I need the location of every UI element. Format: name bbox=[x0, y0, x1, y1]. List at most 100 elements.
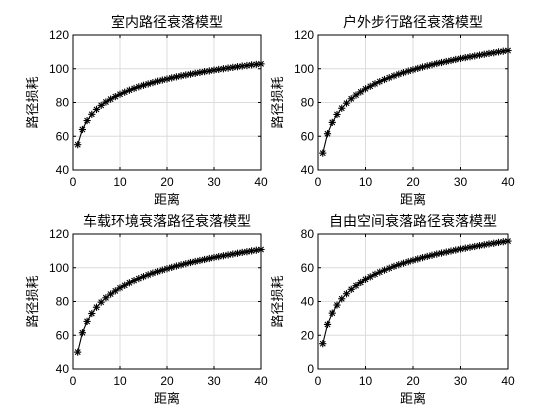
marker-stroke bbox=[471, 243, 478, 250]
marker-stroke bbox=[357, 279, 364, 286]
data-point bbox=[437, 58, 446, 67]
y-tick-label: 80 bbox=[301, 227, 315, 241]
data-point bbox=[233, 249, 242, 257]
y-tick-label: 60 bbox=[56, 328, 70, 342]
x-tick-label: 0 bbox=[315, 374, 322, 388]
marker-stroke bbox=[452, 56, 459, 63]
marker-stroke bbox=[362, 85, 369, 92]
data-point bbox=[158, 76, 166, 84]
y-tick-label: 40 bbox=[301, 163, 315, 177]
marker-stroke bbox=[220, 252, 227, 259]
marker-stroke bbox=[192, 70, 199, 77]
x-tick-label: 0 bbox=[315, 175, 322, 189]
marker-stroke bbox=[225, 65, 232, 72]
data-point bbox=[328, 118, 336, 127]
data-point bbox=[323, 130, 332, 138]
data-point bbox=[154, 77, 162, 85]
x-tick-label: 20 bbox=[160, 175, 174, 189]
marker-stroke bbox=[486, 240, 492, 247]
data-point bbox=[229, 63, 237, 71]
data-point bbox=[452, 55, 460, 64]
axes-frame bbox=[317, 233, 509, 370]
data-point bbox=[475, 242, 484, 250]
marker-stroke bbox=[353, 92, 359, 99]
data-point bbox=[201, 68, 209, 76]
x-tick-label: 40 bbox=[254, 175, 268, 189]
data-point bbox=[196, 68, 204, 77]
data-point bbox=[248, 247, 256, 255]
marker-stroke bbox=[357, 88, 364, 95]
data-point bbox=[78, 125, 86, 134]
marker-stroke bbox=[319, 150, 326, 157]
x-tick-label: 20 bbox=[160, 374, 174, 388]
x-tick-label: 0 bbox=[70, 374, 77, 388]
marker-stroke bbox=[324, 130, 331, 137]
x-tick-label: 20 bbox=[406, 374, 420, 388]
data-point bbox=[177, 261, 185, 269]
data-point bbox=[215, 253, 223, 261]
data-point bbox=[452, 246, 460, 254]
marker-stroke bbox=[367, 273, 374, 280]
marker-stroke bbox=[348, 95, 355, 102]
marker-stroke bbox=[362, 276, 369, 283]
y-tick-label: 40 bbox=[56, 163, 70, 177]
data-point bbox=[182, 260, 190, 268]
marker-stroke bbox=[102, 294, 109, 301]
data-point bbox=[395, 261, 403, 269]
data-point bbox=[191, 69, 199, 77]
data-point bbox=[366, 273, 374, 281]
marker-stroke bbox=[486, 50, 492, 57]
data-point bbox=[490, 239, 498, 247]
marker-stroke bbox=[102, 99, 109, 105]
marker-stroke bbox=[112, 93, 119, 100]
x-tick-label: 20 bbox=[406, 175, 420, 189]
data-point bbox=[210, 253, 218, 262]
data-point bbox=[466, 243, 474, 251]
marker-stroke bbox=[433, 251, 440, 258]
data-point bbox=[428, 251, 436, 259]
data-point bbox=[404, 67, 412, 75]
data-point bbox=[88, 110, 96, 118]
marker-stroke bbox=[220, 65, 227, 72]
marker-stroke bbox=[187, 259, 194, 266]
data-point bbox=[423, 252, 431, 261]
x-tick-label: 30 bbox=[207, 175, 221, 189]
marker-stroke bbox=[433, 60, 440, 67]
marker-stroke bbox=[74, 349, 81, 356]
marker-stroke bbox=[98, 102, 105, 109]
y-axis-label: 路径损耗 bbox=[270, 76, 286, 128]
marker-stroke bbox=[457, 246, 464, 252]
data-point bbox=[163, 265, 171, 273]
x-tick-label: 10 bbox=[113, 374, 127, 388]
data-point bbox=[361, 85, 370, 93]
marker-stroke bbox=[239, 63, 246, 70]
marker-stroke bbox=[481, 51, 488, 58]
marker-stroke bbox=[243, 62, 250, 69]
chart-title: 自由空间衰落路径衰落模型 bbox=[329, 213, 497, 230]
marker-stroke bbox=[334, 111, 340, 118]
marker-stroke bbox=[471, 52, 478, 59]
data-point bbox=[205, 67, 213, 75]
marker-stroke bbox=[476, 242, 483, 249]
y-tick-label: 80 bbox=[56, 96, 70, 110]
marker-stroke bbox=[107, 96, 114, 103]
data-point bbox=[433, 250, 441, 258]
data-point bbox=[139, 81, 148, 89]
marker-stroke bbox=[495, 239, 502, 246]
data-point bbox=[83, 116, 91, 125]
y-axis-label: 路径损耗 bbox=[25, 76, 41, 128]
marker-stroke bbox=[112, 287, 119, 294]
marker-stroke bbox=[84, 117, 91, 124]
x-tick-label: 30 bbox=[207, 374, 221, 388]
data-point bbox=[92, 105, 101, 114]
y-tick-label: 100 bbox=[49, 261, 69, 275]
y-axis-label: 路径损耗 bbox=[25, 275, 41, 327]
chart-title: 车载环境衰落路径衰落模型 bbox=[83, 213, 251, 230]
marker-stroke bbox=[253, 61, 260, 68]
data-point bbox=[233, 63, 242, 71]
data-point bbox=[433, 59, 441, 68]
marker-stroke bbox=[196, 257, 203, 264]
y-tick-label: 40 bbox=[301, 295, 315, 309]
data-point bbox=[83, 317, 91, 326]
